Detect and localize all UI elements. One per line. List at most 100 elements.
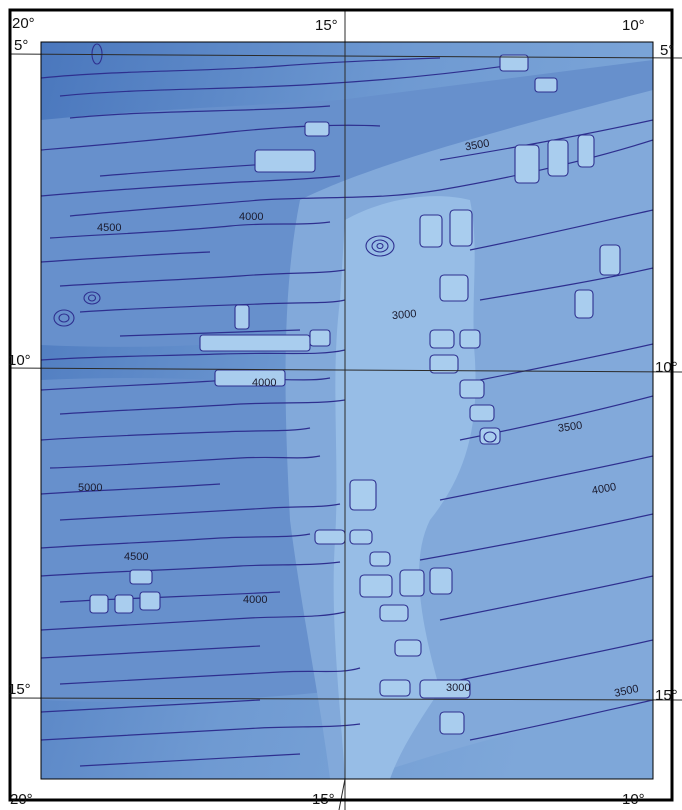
ridge-block xyxy=(114,594,134,614)
ridge-block xyxy=(577,134,595,168)
lon-label-bottom-10: 10° xyxy=(622,791,645,808)
ridge-block xyxy=(429,354,459,374)
ridge-block xyxy=(89,594,109,614)
ridge-block xyxy=(359,574,393,598)
ridge-block xyxy=(234,304,250,330)
seamount-contour xyxy=(87,294,97,302)
ridge-block xyxy=(459,379,485,399)
contour-label: 3500 xyxy=(557,420,583,435)
contour-line xyxy=(59,63,521,97)
contour-line xyxy=(49,221,331,239)
parallel-5 xyxy=(9,53,682,59)
ridge-block xyxy=(394,639,422,657)
ridge-blocks xyxy=(89,54,621,735)
parallel-15 xyxy=(9,697,682,701)
ridge-block xyxy=(379,679,411,697)
seamount-contour xyxy=(365,235,395,257)
lat-label-right-5: 5° xyxy=(660,42,674,59)
seamount-contour xyxy=(53,309,75,327)
lon-label-top-15: 15° xyxy=(315,17,338,34)
contour-label: 5000 xyxy=(78,482,102,494)
ridge-block xyxy=(369,551,391,567)
ridge-block xyxy=(314,529,346,545)
contour-line xyxy=(41,124,381,151)
seamount-contour xyxy=(376,242,384,250)
contour-line xyxy=(469,699,653,741)
contour-line xyxy=(59,667,361,685)
ridge-block xyxy=(429,567,453,595)
ridge-block xyxy=(514,144,540,184)
ridge-block xyxy=(419,679,471,699)
contour-line xyxy=(119,329,301,337)
lon-label-top-20: 20° xyxy=(12,15,35,32)
outer-frame xyxy=(8,8,674,802)
contour-line xyxy=(41,251,211,263)
contour-line xyxy=(41,427,311,441)
contour-label: 4000 xyxy=(591,481,617,497)
lat-label-left-5: 5° xyxy=(14,37,28,54)
parallel-10 xyxy=(9,367,682,373)
meridian-15-lower xyxy=(338,778,346,810)
ridge-block xyxy=(449,209,473,247)
contour-line xyxy=(41,57,441,79)
contour-line xyxy=(49,455,321,469)
contour-line xyxy=(59,503,341,521)
graticule-labels: 20° 15° 10° 5° 5° 10° 10° 15° 15° 20° 15… xyxy=(8,15,678,808)
ridge-block xyxy=(429,329,455,349)
contour-line xyxy=(439,575,653,621)
seamount-contour xyxy=(83,291,101,305)
contour-line xyxy=(479,267,653,301)
ridge-block xyxy=(349,479,377,511)
contour-line xyxy=(41,611,346,631)
contour-line xyxy=(59,269,346,287)
contour-label: 4500 xyxy=(124,551,148,563)
contour-line xyxy=(69,105,331,119)
contour-line xyxy=(439,455,653,501)
ridge-block xyxy=(547,139,569,177)
contour-label: 4000 xyxy=(252,377,276,389)
contour-line xyxy=(41,561,341,577)
contour-line xyxy=(439,119,653,161)
ridge-block xyxy=(379,604,409,622)
ridge-block xyxy=(459,329,481,349)
ridge-block xyxy=(469,404,495,422)
contour-line xyxy=(41,175,341,197)
contour-line xyxy=(459,639,653,681)
ridge-block xyxy=(199,334,311,352)
contour-line xyxy=(41,533,311,549)
lat-label-right-15: 15° xyxy=(655,687,678,704)
contour-label: 4500 xyxy=(97,222,121,234)
contour-line xyxy=(479,343,653,381)
lat-label-right-10: 10° xyxy=(655,359,678,376)
lon-label-top-10: 10° xyxy=(622,17,645,34)
ridge-block xyxy=(349,529,373,545)
lon-label-bottom-15: 15° xyxy=(312,791,335,808)
ridge-block xyxy=(214,369,286,387)
ridge-block xyxy=(304,121,330,137)
contour-line xyxy=(79,753,301,767)
lat-label-left-15: 15° xyxy=(8,681,31,698)
ridge-block xyxy=(439,711,465,735)
contour-line xyxy=(59,591,281,603)
contour-labels: 3500 4500 4000 3000 4000 3500 5000 4000 … xyxy=(78,137,640,699)
contour-label: 4000 xyxy=(243,594,267,606)
seamount-contour xyxy=(58,313,70,323)
contour-label: 3000 xyxy=(392,308,417,322)
ridge-block xyxy=(309,329,331,347)
contour-line xyxy=(41,699,261,713)
inner-frame xyxy=(40,41,654,780)
map-frame xyxy=(8,8,674,802)
ridge-block xyxy=(439,274,469,302)
contour-label: 3500 xyxy=(613,683,639,700)
contour-line xyxy=(59,399,346,415)
contour-line xyxy=(419,513,653,561)
contour-line xyxy=(41,483,221,495)
ridge-block xyxy=(419,214,443,248)
ridge-block xyxy=(254,149,316,173)
contour-line xyxy=(469,209,653,251)
graticule xyxy=(9,10,682,810)
contour-line xyxy=(41,645,261,659)
contour-label: 3000 xyxy=(446,682,470,694)
ridge-block xyxy=(534,77,558,93)
